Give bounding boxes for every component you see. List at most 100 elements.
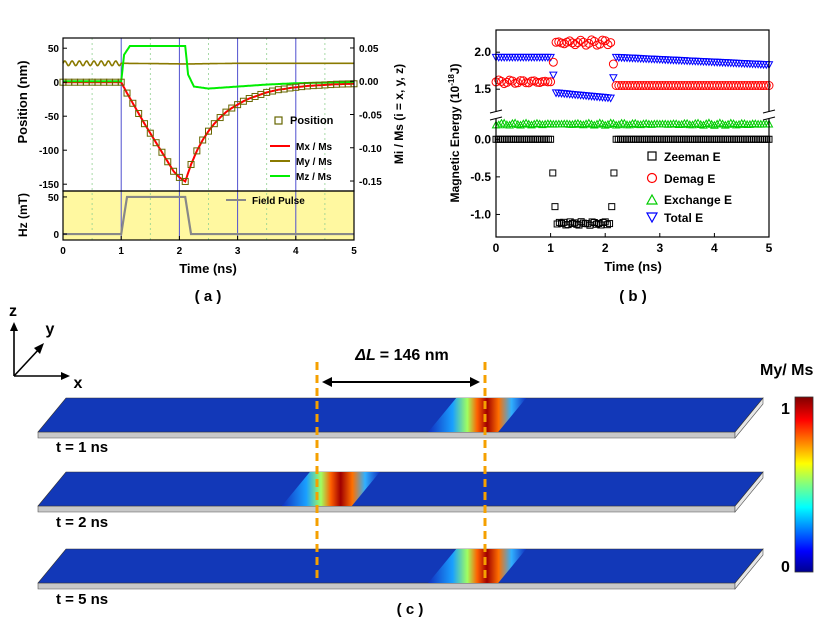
zeeman-e-marker bbox=[606, 220, 614, 228]
demag-e-marker bbox=[548, 57, 558, 67]
zeeman-e-marker bbox=[551, 203, 559, 211]
zeeman-e-marker bbox=[654, 135, 662, 143]
zeeman-e-marker bbox=[527, 135, 535, 143]
zeeman-e-marker bbox=[732, 135, 740, 143]
legend-position-marker bbox=[274, 116, 283, 125]
exchange-e-marker bbox=[710, 120, 719, 129]
exchange-e-marker bbox=[592, 119, 602, 128]
legend-exchange-marker bbox=[645, 193, 659, 205]
position-marker bbox=[158, 148, 166, 156]
y-left-tick-label: -50 bbox=[45, 112, 60, 123]
demag-e-marker bbox=[543, 77, 553, 87]
position-marker bbox=[187, 160, 195, 168]
y-right-tick-label: 0.05 bbox=[359, 44, 379, 55]
exchange-e-marker bbox=[701, 119, 711, 128]
x-tick-label: 4 bbox=[711, 241, 718, 255]
axis-z-label: z bbox=[9, 303, 17, 320]
demag-e-marker bbox=[606, 38, 616, 48]
y-tick-label-lower: -0.5 bbox=[470, 170, 491, 184]
legend-total-marker bbox=[645, 212, 659, 224]
x-tick-label: 3 bbox=[656, 241, 663, 255]
exchange-e-marker bbox=[579, 120, 588, 129]
position-marker bbox=[140, 120, 148, 128]
panel-b-axis-break bbox=[489, 109, 776, 121]
axes-glyph: z y x bbox=[9, 303, 83, 392]
zeeman-e-marker bbox=[503, 135, 511, 143]
hz-tick-label: 0 bbox=[53, 230, 59, 241]
zeeman-e-marker bbox=[610, 169, 618, 177]
x-tick-label: 0 bbox=[493, 241, 500, 255]
y-right-tick-label: -0.15 bbox=[359, 177, 382, 188]
panel-a-xlabel: Time (ns) bbox=[179, 261, 237, 276]
zeeman-e-marker bbox=[660, 135, 668, 143]
position-marker bbox=[193, 147, 201, 155]
exchange-e-marker bbox=[625, 120, 635, 129]
exchange-e-marker bbox=[712, 119, 722, 128]
exchange-e-marker bbox=[568, 119, 577, 128]
y-left-tick-label: 50 bbox=[48, 44, 60, 55]
zeeman-e-marker bbox=[592, 220, 600, 228]
zeeman-e-marker bbox=[619, 135, 627, 143]
zeeman-e-marker bbox=[728, 135, 736, 143]
zeeman-e-marker bbox=[686, 135, 694, 143]
zeeman-e-marker bbox=[697, 135, 705, 143]
axis-x-label: x bbox=[74, 375, 83, 392]
demag-e-marker bbox=[573, 38, 583, 48]
zeeman-e-marker bbox=[571, 219, 579, 227]
zeeman-e-marker bbox=[754, 135, 762, 143]
strip-top bbox=[37, 471, 764, 507]
panel-c: z y x t = 1 ns t = 2 ns t = 5 ns ΔL = 146 n… bbox=[9, 303, 813, 618]
strip-side bbox=[37, 582, 736, 590]
panel-a-lower-frame bbox=[62, 190, 355, 241]
legend-field-pulse-label: Field Pulse bbox=[252, 196, 305, 207]
zeeman-e-marker bbox=[691, 135, 699, 143]
position-marker bbox=[135, 109, 143, 117]
zeeman-e-marker bbox=[689, 135, 697, 143]
zeeman-e-marker bbox=[649, 135, 657, 143]
demag-e-marker bbox=[516, 76, 526, 86]
y-tick-label-upper: 2.0 bbox=[474, 45, 491, 59]
y-right-tick-label: -0.05 bbox=[359, 111, 382, 122]
position-marker bbox=[164, 158, 172, 166]
time-label: t = 2 ns bbox=[56, 514, 108, 531]
zeeman-e-marker bbox=[741, 135, 749, 143]
legend-mx-label: Mx / Ms bbox=[296, 142, 333, 153]
zeeman-e-marker bbox=[641, 135, 649, 143]
panel-a-label: ( a ) bbox=[195, 288, 222, 305]
zeeman-e-marker bbox=[525, 135, 533, 143]
zeeman-e-marker bbox=[625, 135, 633, 143]
exchange-e-marker bbox=[699, 120, 708, 129]
zeeman-e-marker bbox=[540, 135, 548, 143]
colorbar bbox=[794, 396, 814, 573]
y-left-tick-label: -100 bbox=[39, 146, 59, 157]
zeeman-e-marker bbox=[739, 135, 747, 143]
strip-side bbox=[37, 431, 736, 439]
exchange-e-marker bbox=[723, 119, 733, 128]
zeeman-e-marker bbox=[656, 135, 664, 143]
zeeman-e-marker bbox=[505, 135, 513, 143]
panel-b-ylabel-exp: -18 bbox=[447, 74, 456, 86]
y-right-tick-label: 0.00 bbox=[359, 77, 379, 88]
zeeman-e-marker bbox=[756, 135, 764, 143]
zeeman-e-marker bbox=[752, 135, 760, 143]
total-e-marker bbox=[548, 71, 558, 80]
x-tick-label: 4 bbox=[293, 246, 299, 257]
x-tick-label: 5 bbox=[351, 246, 357, 257]
zeeman-e-marker bbox=[547, 135, 555, 143]
x-tick-label: 5 bbox=[766, 241, 773, 255]
exchange-e-marker bbox=[636, 120, 646, 129]
zeeman-e-marker bbox=[553, 220, 561, 228]
demag-e-marker bbox=[578, 37, 588, 47]
zeeman-e-marker bbox=[632, 135, 640, 143]
zeeman-e-marker bbox=[745, 135, 753, 143]
zeeman-e-marker bbox=[645, 135, 653, 143]
position-marker bbox=[205, 127, 212, 135]
panel-b-frame bbox=[495, 29, 770, 238]
domain-wall bbox=[428, 398, 527, 432]
position-marker bbox=[175, 173, 183, 181]
zeeman-e-marker bbox=[608, 203, 616, 211]
strip-top bbox=[37, 548, 764, 584]
zeeman-e-marker bbox=[647, 135, 655, 143]
zeeman-e-marker bbox=[695, 135, 703, 143]
zeeman-e-marker bbox=[737, 135, 745, 143]
